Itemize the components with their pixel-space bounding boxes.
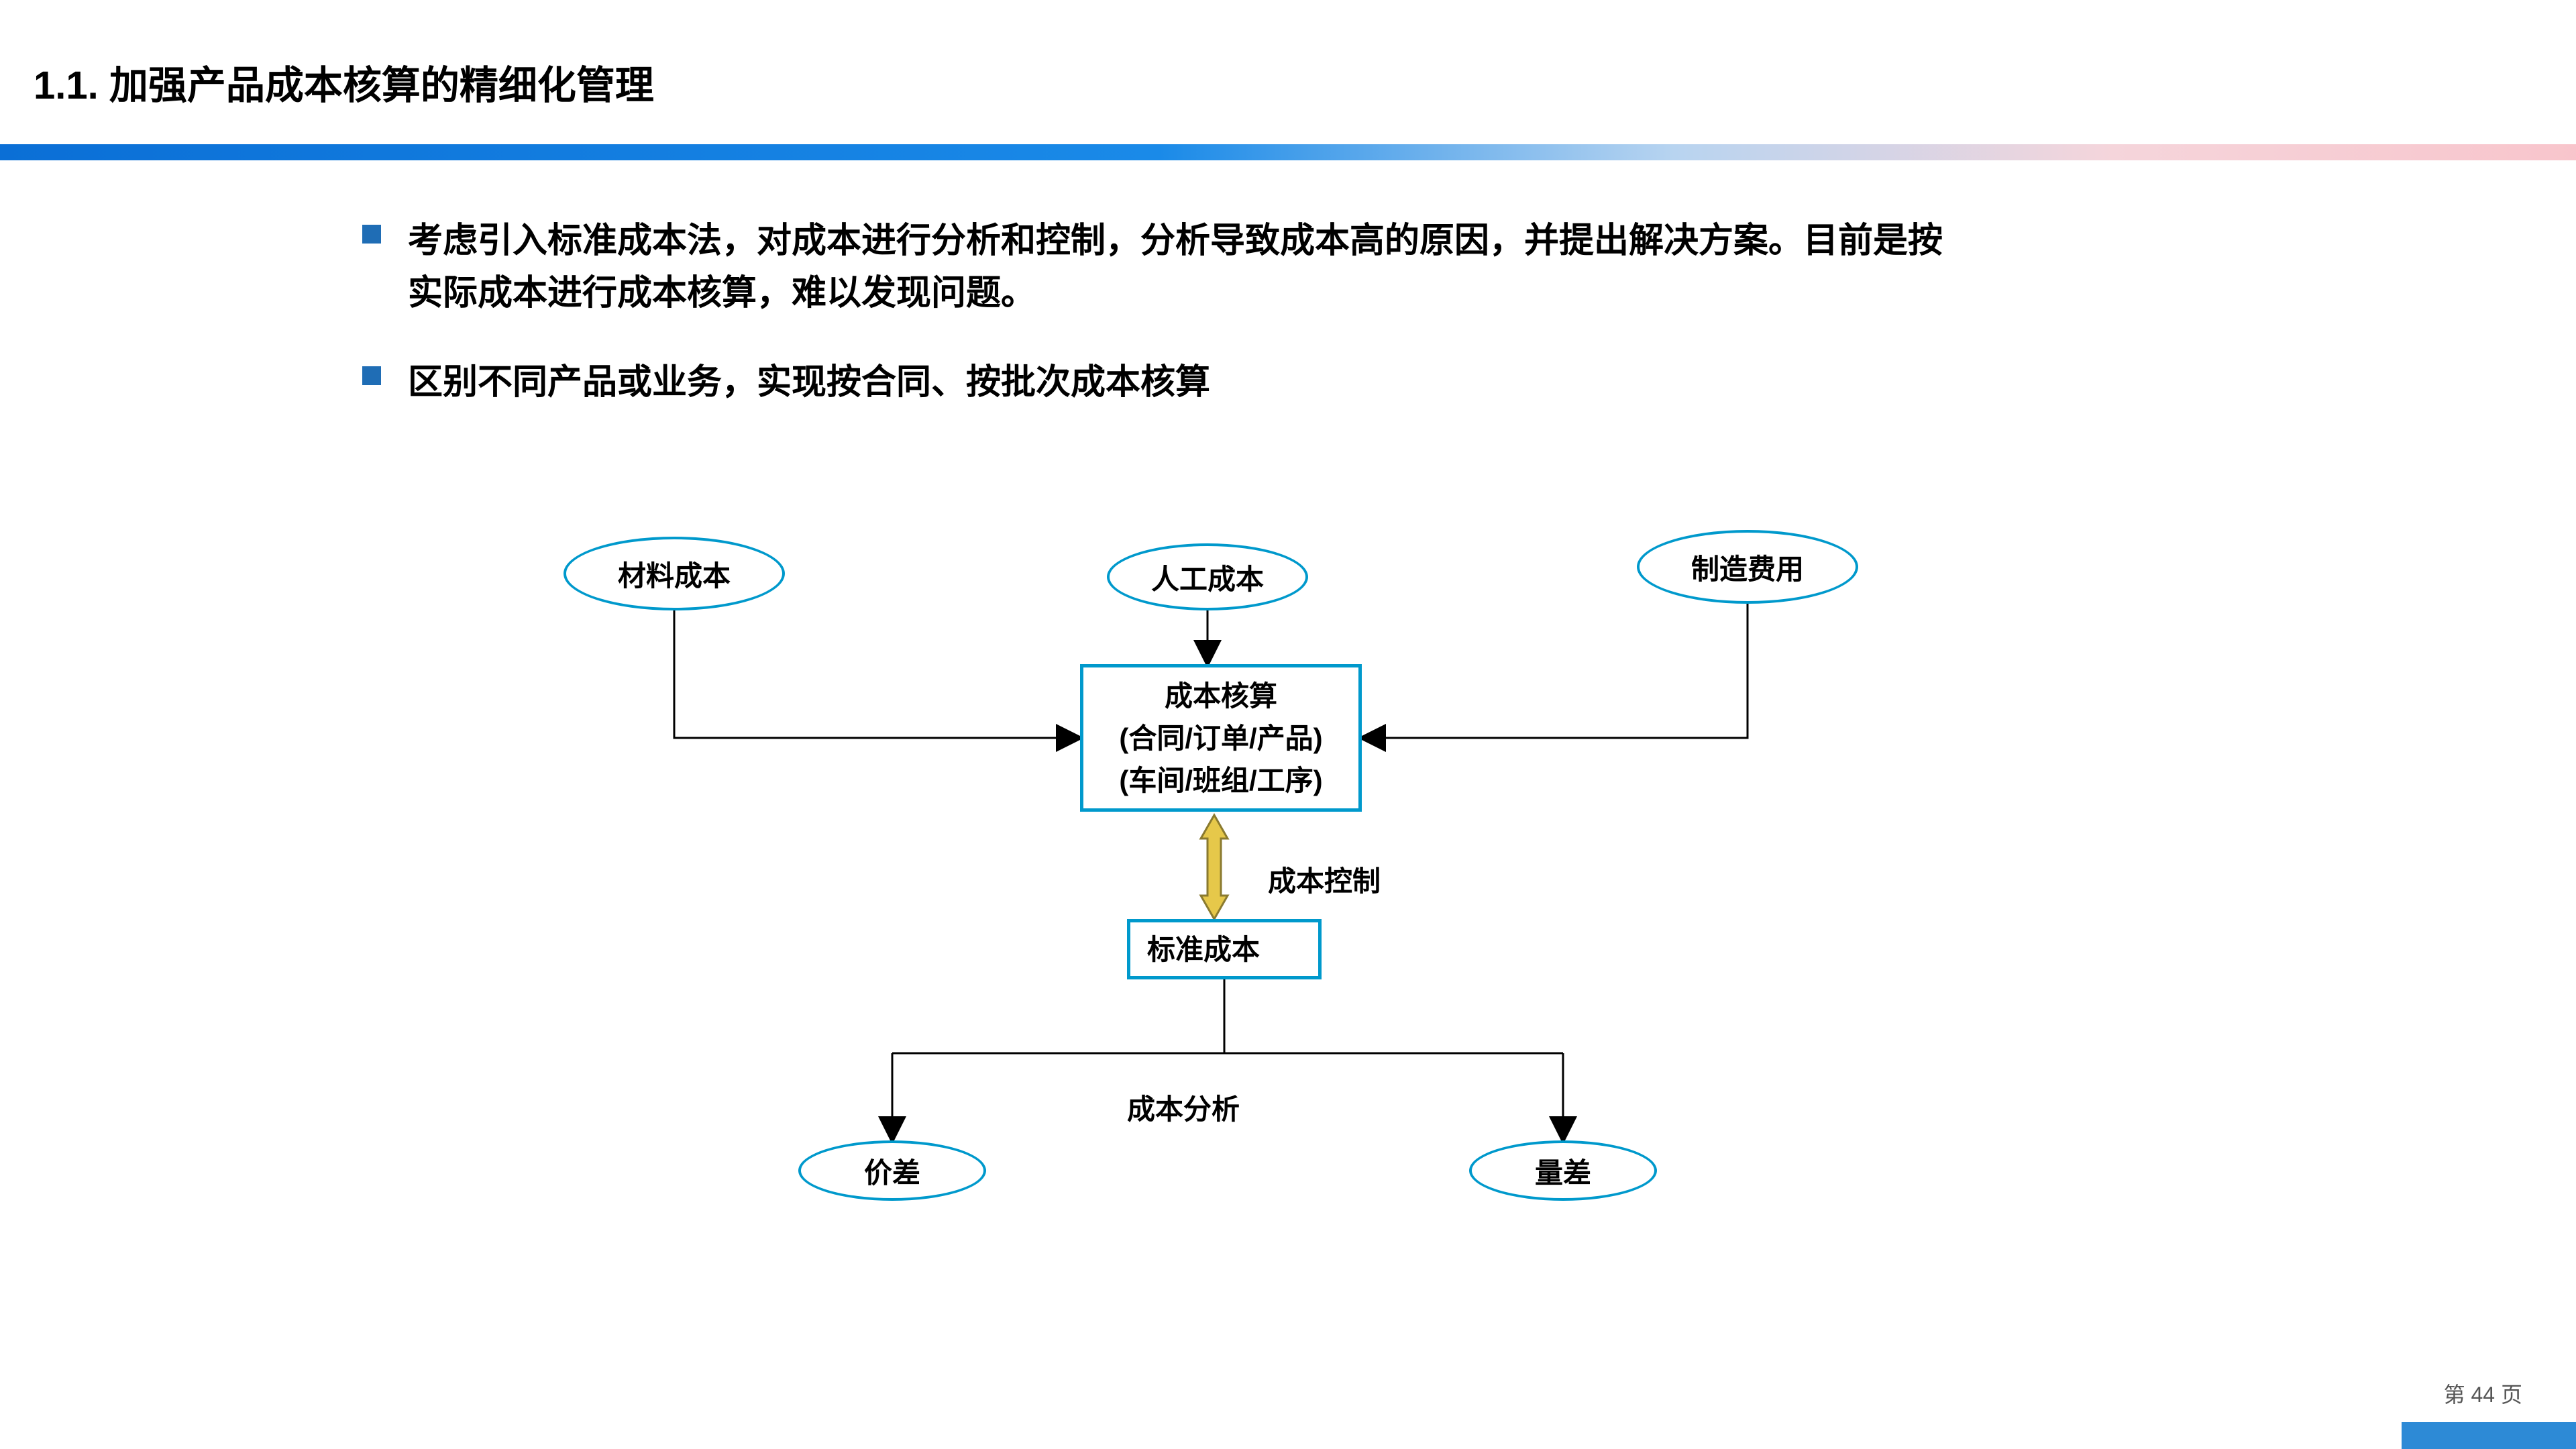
node-labor-cost: 人工成本: [1107, 543, 1308, 610]
page-number: 第 44 页: [2444, 1378, 2522, 1409]
node-cost-accounting: 成本核算 (合同/订单/产品) (车间/班组/工序): [1080, 664, 1362, 812]
node-price-diff: 价差: [798, 1140, 986, 1201]
node-label: 价差: [864, 1150, 920, 1191]
node-line: (车间/班组/工序): [1119, 759, 1322, 802]
footer-accent-bar: [2402, 1422, 2576, 1449]
label-cost-control: 成本控制: [1268, 859, 1381, 900]
page-title: 1.1. 加强产品成本核算的精细化管理: [34, 54, 654, 110]
bullet-list: 考虑引入标准成本法，对成本进行分析和控制，分析导致成本高的原因，并提出解决方案。…: [362, 215, 1972, 445]
node-label: 制造费用: [1691, 547, 1804, 588]
node-line: 成本核算: [1165, 675, 1277, 717]
node-standard-cost: 标准成本: [1127, 919, 1322, 979]
label-cost-analysis: 成本分析: [1127, 1087, 1240, 1128]
node-overhead-cost: 制造费用: [1637, 530, 1858, 604]
node-label: 量差: [1535, 1150, 1591, 1191]
bullet-marker-icon: [362, 366, 381, 385]
bullet-item: 区别不同产品或业务，实现按合同、按批次成本核算: [362, 356, 1972, 409]
node-qty-diff: 量差: [1469, 1140, 1657, 1201]
bullet-item: 考虑引入标准成本法，对成本进行分析和控制，分析导致成本高的原因，并提出解决方案。…: [362, 215, 1972, 319]
node-label: 标准成本: [1147, 928, 1260, 971]
node-label: 人工成本: [1151, 557, 1264, 598]
node-material-cost: 材料成本: [564, 537, 785, 610]
bullet-text: 考虑引入标准成本法，对成本进行分析和控制，分析导致成本高的原因，并提出解决方案。…: [408, 215, 1972, 319]
node-label: 材料成本: [618, 553, 731, 594]
gradient-divider: [0, 144, 2576, 160]
node-line: (合同/订单/产品): [1119, 717, 1322, 759]
flowchart-diagram: 材料成本 人工成本 制造费用 成本核算 (合同/订单/产品) (车间/班组/工序…: [510, 496, 1919, 1234]
bullet-marker-icon: [362, 225, 381, 244]
bullet-text: 区别不同产品或业务，实现按合同、按批次成本核算: [408, 356, 1210, 409]
